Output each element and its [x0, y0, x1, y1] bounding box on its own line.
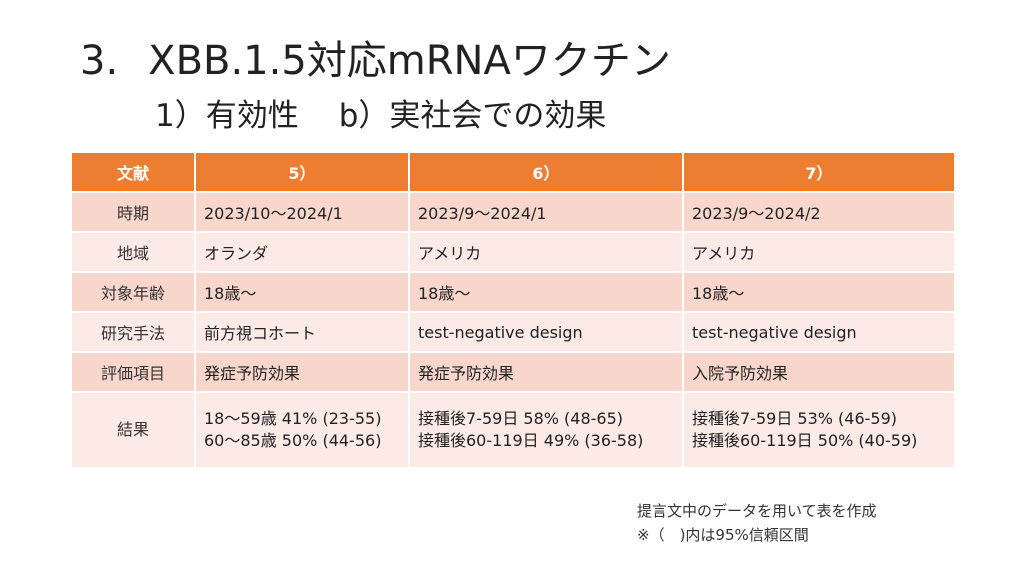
slide-title: 3. XBB.1.5対応mRNAワクチン [80, 28, 671, 86]
slide-subtitle: 1）有効性 b）実社会での効果 [155, 90, 606, 135]
column-header: 文献 [70, 151, 196, 193]
cell-line: オランダ [204, 244, 269, 263]
table-cell: 発症予防効果 [194, 351, 410, 393]
cell-line: 18歳～ [418, 284, 471, 303]
table-row: 時期 2023/10～2024/1 2023/9～2024/1 2023/9～2024… [70, 191, 956, 233]
table-cell: 2023/9～2024/1 [408, 191, 684, 233]
table-cell: 18～59歳 41% (23-55) 60～85歳 50% (44-56) [194, 391, 410, 469]
cell-line: 2023/9～2024/1 [418, 204, 547, 223]
cell-line: 発症予防効果 [418, 364, 515, 383]
cell-line: 2023/10～2024/1 [204, 204, 343, 223]
subtitle-part2: b）実社会での効果 [338, 98, 607, 134]
row-label: 対象年齢 [70, 271, 196, 313]
cell-line: 前方視コホート [204, 324, 317, 343]
cell-line: 接種後60-119日 49% (36-58) [418, 431, 644, 450]
table-cell: 接種後7-59日 53% (46-59) 接種後60-119日 50% (40-5… [682, 391, 956, 469]
table-row: 評価項目 発症予防効果 発症予防効果 入院予防効果 [70, 351, 956, 393]
cell-line: 2023/9～2024/2 [692, 204, 821, 223]
table-cell: 前方視コホート [194, 311, 410, 353]
comparison-table: 文献 5） 6） 7） 時期 2023/10～2024/1 2023/9～2024/1 20… [70, 151, 956, 469]
title-text: XBB.1.5対応mRNAワクチン [148, 38, 671, 84]
cell-line: 18歳～ [692, 284, 745, 303]
cell-line: test-negative design [692, 322, 857, 342]
column-header: 5） [194, 151, 410, 193]
cell-line: 接種後60-119日 50% (40-59) [692, 431, 918, 450]
column-header: 6） [408, 151, 684, 193]
cell-line: 60～85歳 50% (44-56) [204, 431, 382, 450]
cell-line: 接種後7-59日 58% (48-65) [418, 409, 624, 428]
row-label: 研究手法 [70, 311, 196, 353]
cell-line: 18歳～ [204, 284, 257, 303]
cell-line: 18～59歳 41% (23-55) [204, 409, 382, 428]
title-number: 3. [80, 38, 119, 84]
table-row: 研究手法 前方視コホート test-negative design test-nega… [70, 311, 956, 353]
table-cell: 発症予防効果 [408, 351, 684, 393]
table-row: 対象年齢 18歳～ 18歳～ 18歳～ [70, 271, 956, 313]
table-cell: 18歳～ [408, 271, 684, 313]
footnote: 提言文中のデータを用いて表を作成 ※（ )内は95%信頼区間 [637, 499, 877, 547]
row-label: 結果 [70, 391, 196, 469]
table-row: 結果 18～59歳 41% (23-55) 60～85歳 50% (44-56) 接種… [70, 391, 956, 469]
row-label: 評価項目 [70, 351, 196, 393]
table-cell: test-negative design [682, 311, 956, 353]
table-cell: アメリカ [408, 231, 684, 273]
cell-line: 入院予防効果 [692, 364, 789, 383]
cell-line: test-negative design [418, 322, 583, 342]
table-cell: オランダ [194, 231, 410, 273]
table-cell: 2023/10～2024/1 [194, 191, 410, 233]
table-cell: 18歳～ [194, 271, 410, 313]
table-row: 地域 オランダ アメリカ アメリカ [70, 231, 956, 273]
table-cell: 入院予防効果 [682, 351, 956, 393]
footnote-ci: ※（ )内は95%信頼区間 [637, 526, 809, 544]
table-cell: 2023/9～2024/2 [682, 191, 956, 233]
subtitle-part1: 1）有効性 [155, 98, 299, 134]
row-label: 地域 [70, 231, 196, 273]
table-cell: アメリカ [682, 231, 956, 273]
cell-line: アメリカ [692, 244, 756, 263]
row-label: 時期 [70, 191, 196, 233]
cell-line: アメリカ [418, 244, 482, 263]
cell-line: 接種後7-59日 53% (46-59) [692, 409, 898, 428]
column-header: 7） [682, 151, 956, 193]
table-cell: 18歳～ [682, 271, 956, 313]
footnote-source: 提言文中のデータを用いて表を作成 [637, 502, 877, 520]
table-cell: 接種後7-59日 58% (48-65) 接種後60-119日 49% (36-5… [408, 391, 684, 469]
table-cell: test-negative design [408, 311, 684, 353]
table-header-row: 文献 5） 6） 7） [70, 151, 956, 193]
cell-line: 発症予防効果 [204, 364, 301, 383]
